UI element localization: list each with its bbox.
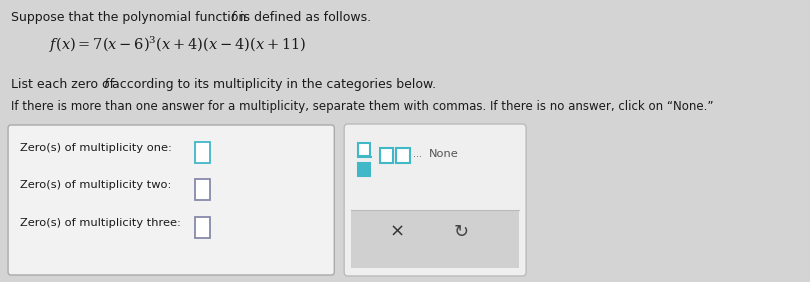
Text: If there is more than one answer for a multiplicity, separate them with commas. : If there is more than one answer for a m…	[11, 100, 714, 113]
FancyBboxPatch shape	[195, 217, 210, 237]
Bar	[380, 148, 394, 163]
Text: f: f	[103, 78, 108, 91]
Text: is defined as follows.: is defined as follows.	[236, 11, 371, 24]
Text: $f(x)=7(x-6)^{3}(x+4)(x-4)(x+11)$: $f(x)=7(x-6)^{3}(x+4)(x-4)(x+11)$	[49, 35, 307, 55]
Bar	[396, 148, 410, 163]
Text: ...: ...	[413, 149, 422, 159]
Text: ×: ×	[389, 223, 404, 241]
Text: None: None	[428, 149, 458, 159]
Text: according to its multiplicity in the categories below.: according to its multiplicity in the cat…	[108, 78, 436, 91]
Text: List each zero of: List each zero of	[11, 78, 118, 91]
FancyBboxPatch shape	[344, 124, 526, 276]
FancyBboxPatch shape	[8, 125, 335, 275]
Text: f: f	[230, 11, 235, 24]
Text: Suppose that the polynomial function: Suppose that the polynomial function	[11, 11, 250, 24]
FancyBboxPatch shape	[195, 179, 210, 199]
Text: ↻: ↻	[454, 223, 469, 241]
Bar	[359, 143, 370, 156]
FancyBboxPatch shape	[195, 142, 210, 162]
Text: Zero(s) of multiplicity three:: Zero(s) of multiplicity three:	[19, 218, 181, 228]
Bar	[352, 210, 519, 268]
Text: Zero(s) of multiplicity one:: Zero(s) of multiplicity one:	[19, 143, 172, 153]
Bar	[359, 163, 370, 176]
Text: Zero(s) of multiplicity two:: Zero(s) of multiplicity two:	[19, 180, 171, 190]
